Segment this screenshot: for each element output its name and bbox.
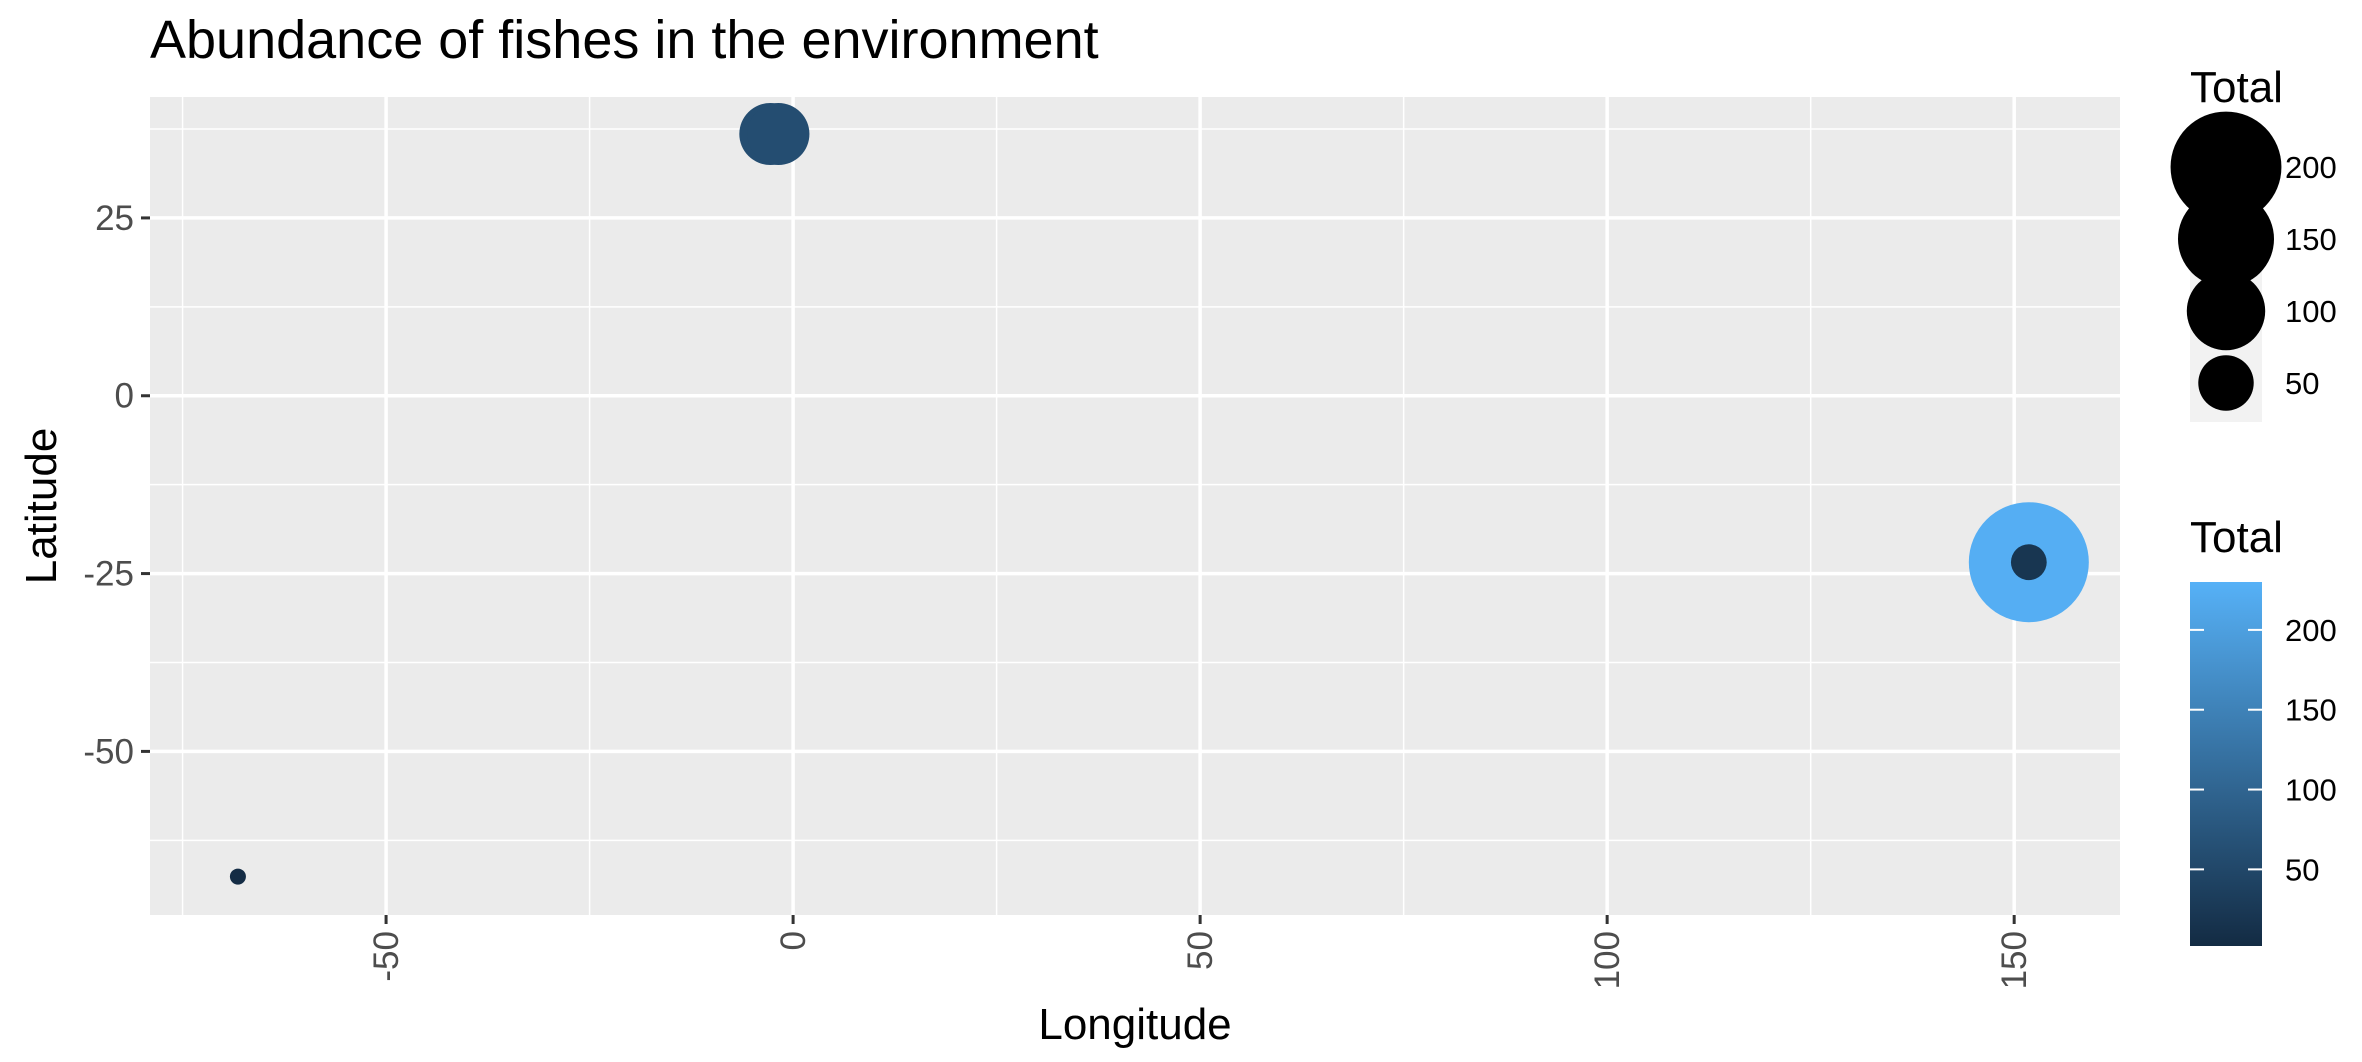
size-legend: 200 150 100 50 (2170, 111, 2337, 411)
color-legend: 200 150 100 50 (2190, 613, 2337, 887)
size-legend-key (2186, 271, 2266, 351)
color-legend-label: 200 (2285, 613, 2337, 648)
color-legend-label: 150 (2285, 693, 2337, 728)
color-bar (2190, 582, 2262, 946)
color-legend-label: 50 (2285, 852, 2319, 887)
y-axis-title: Latitude (17, 428, 66, 585)
color-legend-title: Total (2190, 513, 2283, 562)
x-tick-label: 50 (1181, 931, 1220, 970)
x-tick-label: -50 (367, 931, 406, 982)
color-legend-label: 100 (2285, 773, 2337, 808)
size-legend-label: 100 (2285, 294, 2337, 329)
y-tick-label: -25 (83, 555, 134, 594)
x-axis: -50 0 50 100 150 (367, 915, 2034, 989)
data-point (2010, 544, 2047, 581)
y-tick-label: 0 (115, 377, 134, 416)
y-axis: 25 0 -25 -50 (83, 199, 150, 771)
x-tick-label: 100 (1588, 931, 1627, 989)
data-point (747, 103, 810, 165)
size-legend-label: 150 (2285, 222, 2337, 257)
size-legend-key (2177, 190, 2275, 288)
chart-title: Abundance of fishes in the environment (150, 10, 1099, 70)
major-gridlines (150, 97, 2120, 915)
size-legend-key (2170, 111, 2282, 223)
size-legend-key (2198, 355, 2254, 411)
data-point (229, 868, 246, 885)
size-legend-label: 50 (2285, 366, 2319, 401)
x-axis-title: Longitude (1038, 1000, 1231, 1049)
y-tick-label: 25 (95, 199, 134, 238)
x-tick-label: 150 (1995, 931, 2034, 989)
x-tick-label: 0 (774, 931, 813, 950)
size-legend-label: 200 (2285, 150, 2337, 185)
plot-panel (150, 97, 2120, 915)
size-legend-title: Total (2190, 63, 2283, 112)
minor-gridlines (150, 97, 2120, 915)
y-tick-label: -50 (83, 732, 134, 771)
data-points (229, 103, 2089, 885)
